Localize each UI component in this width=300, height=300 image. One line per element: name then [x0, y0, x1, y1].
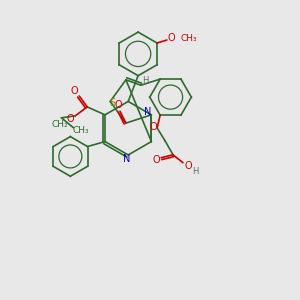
- Text: O: O: [114, 100, 122, 110]
- Text: CH₂: CH₂: [51, 120, 68, 129]
- Text: O: O: [167, 33, 175, 43]
- Text: H: H: [192, 167, 198, 176]
- Text: CH₃: CH₃: [181, 34, 197, 43]
- Text: S: S: [109, 98, 115, 108]
- Text: H: H: [142, 76, 149, 85]
- Text: CH₃: CH₃: [73, 126, 90, 135]
- Text: O: O: [70, 86, 78, 96]
- Text: N: N: [122, 154, 130, 164]
- Text: O: O: [149, 122, 157, 132]
- Text: O: O: [184, 161, 192, 171]
- Text: O: O: [67, 114, 74, 124]
- Text: N: N: [144, 107, 151, 117]
- Text: O: O: [152, 155, 160, 165]
